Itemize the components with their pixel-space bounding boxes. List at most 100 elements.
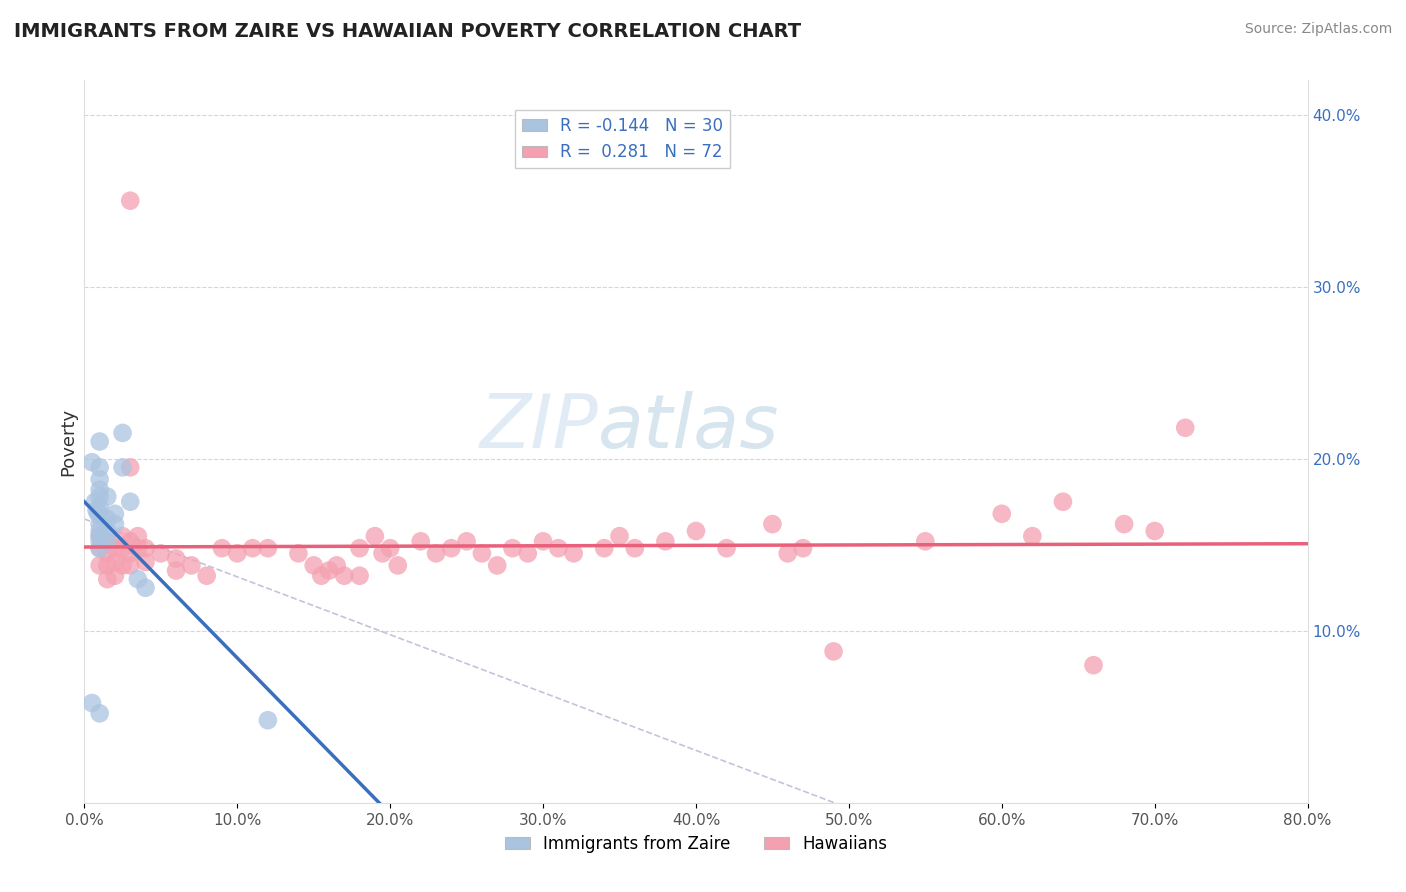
Point: [96, 546, 118, 560]
Point: [89, 460, 111, 475]
Point: [792, 541, 814, 556]
Point: [624, 541, 647, 556]
Point: [349, 568, 371, 582]
Y-axis label: Poverty: Poverty: [59, 408, 77, 475]
Point: [333, 568, 356, 582]
Point: [96, 534, 118, 549]
Point: [127, 541, 149, 556]
Point: [409, 534, 432, 549]
Text: ZIP: ZIP: [479, 391, 598, 463]
Point: [96, 572, 118, 586]
Point: [1052, 494, 1074, 508]
Point: [120, 534, 142, 549]
Point: [654, 534, 676, 549]
Point: [111, 529, 134, 543]
Point: [120, 494, 142, 508]
Point: [111, 558, 134, 573]
Point: [127, 529, 149, 543]
Point: [135, 541, 157, 556]
Point: [471, 546, 494, 560]
Point: [104, 507, 127, 521]
Point: [325, 558, 347, 573]
Point: [87, 507, 110, 521]
Point: [96, 534, 118, 549]
Point: [80, 696, 103, 710]
Point: [257, 713, 280, 727]
Point: [776, 546, 799, 560]
Point: [89, 524, 111, 538]
Point: [104, 541, 127, 556]
Point: [349, 541, 371, 556]
Point: [387, 558, 409, 573]
Point: [593, 541, 616, 556]
Point: [562, 546, 585, 560]
Point: [89, 517, 111, 532]
Point: [991, 507, 1014, 521]
Point: [89, 490, 111, 504]
Text: atlas: atlas: [598, 391, 779, 463]
Point: [89, 472, 111, 486]
Point: [96, 524, 118, 538]
Point: [531, 534, 554, 549]
Point: [823, 644, 845, 658]
Point: [302, 558, 325, 573]
Point: [311, 568, 333, 582]
Point: [120, 194, 142, 208]
Point: [96, 490, 118, 504]
Point: [287, 546, 309, 560]
Point: [80, 455, 103, 469]
Point: [761, 517, 783, 532]
Point: [96, 558, 118, 573]
Point: [242, 541, 264, 556]
Point: [135, 581, 157, 595]
Point: [440, 541, 463, 556]
Point: [380, 541, 402, 556]
Point: [89, 706, 111, 721]
Point: [180, 558, 202, 573]
Point: [135, 555, 157, 569]
Point: [685, 524, 707, 538]
Point: [226, 546, 249, 560]
Point: [364, 529, 387, 543]
Point: [127, 572, 149, 586]
Point: [456, 534, 478, 549]
Legend: Immigrants from Zaire, Hawaiians: Immigrants from Zaire, Hawaiians: [498, 828, 894, 860]
Point: [516, 546, 538, 560]
Point: [111, 425, 134, 440]
Point: [89, 558, 111, 573]
Point: [111, 541, 134, 556]
Point: [120, 546, 142, 560]
Point: [120, 558, 142, 573]
Point: [89, 529, 111, 543]
Point: [104, 555, 127, 569]
Point: [1083, 658, 1105, 673]
Point: [89, 500, 111, 514]
Point: [211, 541, 233, 556]
Point: [716, 541, 738, 556]
Point: [195, 568, 218, 582]
Point: [1174, 421, 1197, 435]
Point: [1021, 529, 1043, 543]
Point: [425, 546, 447, 560]
Point: [165, 551, 187, 566]
Point: [120, 460, 142, 475]
Text: IMMIGRANTS FROM ZAIRE VS HAWAIIAN POVERTY CORRELATION CHART: IMMIGRANTS FROM ZAIRE VS HAWAIIAN POVERT…: [14, 22, 801, 41]
Point: [89, 541, 111, 556]
Point: [89, 529, 111, 543]
Point: [371, 546, 394, 560]
Point: [914, 534, 936, 549]
Point: [149, 546, 172, 560]
Point: [89, 507, 111, 521]
Point: [89, 483, 111, 497]
Point: [111, 460, 134, 475]
Point: [104, 517, 127, 532]
Point: [486, 558, 509, 573]
Point: [1143, 524, 1166, 538]
Point: [165, 564, 187, 578]
Point: [547, 541, 569, 556]
Point: [609, 529, 631, 543]
Point: [104, 568, 127, 582]
Point: [502, 541, 524, 556]
Point: [257, 541, 280, 556]
Text: Source: ZipAtlas.com: Source: ZipAtlas.com: [1244, 22, 1392, 37]
